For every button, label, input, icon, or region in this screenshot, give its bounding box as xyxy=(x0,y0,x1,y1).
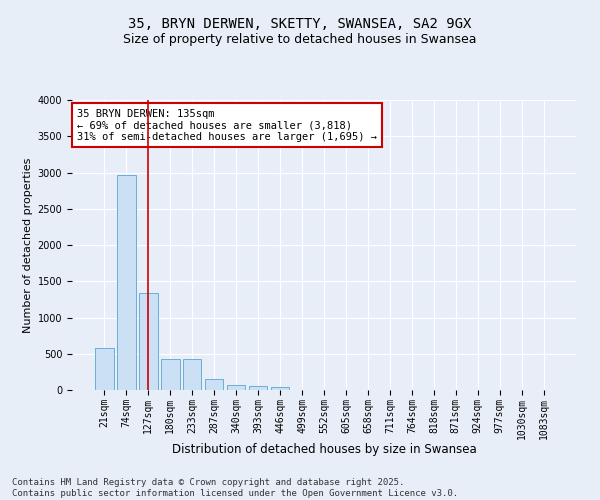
Text: 35 BRYN DERWEN: 135sqm
← 69% of detached houses are smaller (3,818)
31% of semi-: 35 BRYN DERWEN: 135sqm ← 69% of detached… xyxy=(77,108,377,142)
Bar xyxy=(227,384,245,390)
Text: Contains HM Land Registry data © Crown copyright and database right 2025.
Contai: Contains HM Land Registry data © Crown c… xyxy=(12,478,458,498)
Y-axis label: Number of detached properties: Number of detached properties xyxy=(23,158,34,332)
Bar xyxy=(139,293,158,390)
Bar xyxy=(117,176,136,390)
Bar xyxy=(249,386,268,390)
Bar xyxy=(161,359,179,390)
Bar xyxy=(183,359,202,390)
Bar xyxy=(95,348,113,390)
Bar xyxy=(205,379,223,390)
Text: 35, BRYN DERWEN, SKETTY, SWANSEA, SA2 9GX: 35, BRYN DERWEN, SKETTY, SWANSEA, SA2 9G… xyxy=(128,18,472,32)
X-axis label: Distribution of detached houses by size in Swansea: Distribution of detached houses by size … xyxy=(172,443,476,456)
Bar xyxy=(271,387,289,390)
Text: Size of property relative to detached houses in Swansea: Size of property relative to detached ho… xyxy=(123,32,477,46)
